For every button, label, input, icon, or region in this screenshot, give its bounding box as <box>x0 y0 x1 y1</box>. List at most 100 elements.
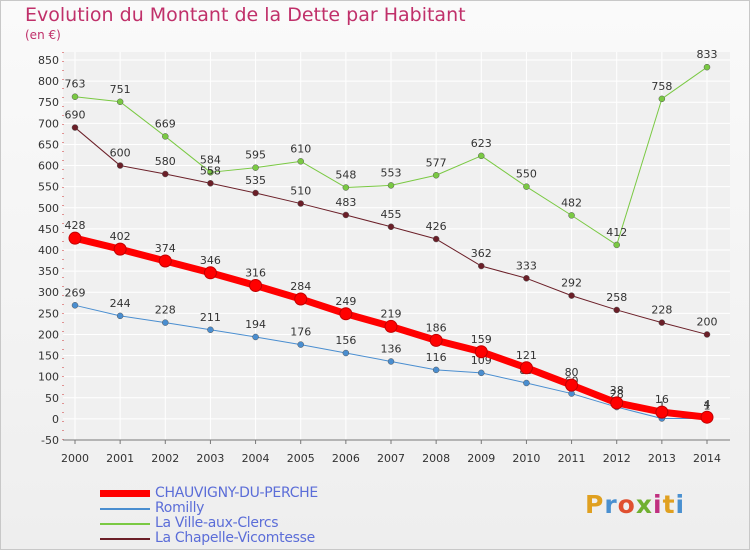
data-point <box>116 312 124 320</box>
logo-letter: i <box>653 490 663 519</box>
x-tick-label: 2009 <box>467 452 495 465</box>
data-label: 690 <box>65 109 86 122</box>
legend-swatch <box>100 538 150 540</box>
data-label: 258 <box>606 291 627 304</box>
data-point <box>478 152 485 160</box>
y-tick-label: 350 <box>38 265 59 278</box>
data-point <box>478 369 485 377</box>
data-point <box>162 319 169 326</box>
legend-label: La Ville-aux-Clercs <box>155 515 279 531</box>
data-point <box>523 379 530 387</box>
data-label: 483 <box>335 196 356 209</box>
data-label: 292 <box>561 277 582 290</box>
data-label: 1 <box>704 399 711 412</box>
data-label: 219 <box>381 307 402 320</box>
data-point <box>613 306 620 314</box>
data-label: 116 <box>426 351 447 364</box>
legend-label: CHAUVIGNY-DU-PERCHE <box>155 485 318 501</box>
data-label: 333 <box>516 259 537 272</box>
data-point <box>703 331 711 338</box>
x-tick-label: 2007 <box>377 452 405 465</box>
y-tick-label: 800 <box>38 75 59 88</box>
data-point <box>207 326 214 334</box>
data-point <box>71 302 79 309</box>
data-point <box>71 93 79 100</box>
data-point <box>294 292 308 306</box>
data-point <box>568 212 575 219</box>
data-point <box>339 307 353 321</box>
data-point <box>523 275 530 282</box>
data-label: 244 <box>110 297 131 310</box>
data-point <box>113 242 127 256</box>
x-tick-label: 2004 <box>242 452 270 465</box>
data-label: 269 <box>65 286 86 299</box>
data-point <box>342 211 350 219</box>
data-point <box>387 358 395 365</box>
data-label: 763 <box>65 78 86 91</box>
y-tick-label: 300 <box>38 286 59 299</box>
y-tick-label: 650 <box>38 138 59 151</box>
data-point <box>342 184 350 191</box>
data-point <box>387 223 395 231</box>
data-point <box>478 262 485 270</box>
data-label: 374 <box>155 242 176 255</box>
data-label: 550 <box>516 168 537 181</box>
x-tick-label: 2001 <box>106 452 134 465</box>
y-tick-label: 600 <box>38 160 59 173</box>
data-point <box>116 98 124 106</box>
data-point <box>429 333 443 347</box>
data-point <box>703 63 711 71</box>
y-tick-label: 250 <box>38 307 59 320</box>
x-tick-label: 2012 <box>603 452 631 465</box>
y-tick-label: -50 <box>41 434 59 447</box>
data-label: 751 <box>110 83 131 96</box>
data-label: 580 <box>155 155 176 168</box>
data-label: 194 <box>245 318 266 331</box>
y-tick-label: 850 <box>38 54 59 67</box>
data-label: 228 <box>651 304 672 317</box>
data-label: 156 <box>335 334 356 347</box>
data-label: 176 <box>290 326 311 339</box>
data-point <box>162 133 169 140</box>
data-point <box>252 189 259 197</box>
logo-letter: o <box>617 490 636 519</box>
data-label: 595 <box>245 149 266 162</box>
data-point <box>432 172 440 179</box>
data-point <box>297 158 304 165</box>
data-point <box>700 410 714 424</box>
data-label: 121 <box>516 349 537 362</box>
data-point <box>655 405 669 419</box>
data-label: 428 <box>65 219 86 232</box>
x-tick-label: 2003 <box>196 452 224 465</box>
data-label: 510 <box>290 185 311 198</box>
data-label: 284 <box>290 280 311 293</box>
data-point <box>387 182 395 189</box>
data-point <box>158 254 172 268</box>
data-label: 535 <box>245 174 266 187</box>
data-point <box>568 292 575 299</box>
data-point <box>249 278 263 292</box>
data-label: 610 <box>290 142 311 155</box>
data-point <box>658 319 666 326</box>
data-label: 362 <box>471 247 492 260</box>
data-point <box>252 164 259 171</box>
data-label: 16 <box>655 393 669 406</box>
y-tick-label: 700 <box>38 117 59 130</box>
data-point <box>610 396 624 410</box>
data-point <box>519 361 533 375</box>
x-tick-label: 2008 <box>422 452 450 465</box>
data-label: 482 <box>561 196 582 209</box>
data-label: 623 <box>471 137 492 150</box>
data-label: 412 <box>606 226 627 239</box>
data-point <box>297 200 304 207</box>
y-tick-label: 450 <box>38 223 59 236</box>
data-label: 669 <box>155 117 176 130</box>
x-tick-label: 2014 <box>693 452 721 465</box>
y-tick-label: 400 <box>38 244 59 257</box>
legend-label: La Chapelle-Vicomtesse <box>155 530 315 546</box>
y-tick-label: 500 <box>38 202 59 215</box>
logo-letter: x <box>635 490 653 519</box>
data-point <box>203 266 217 280</box>
data-point <box>613 241 620 249</box>
data-label: 346 <box>200 254 221 267</box>
